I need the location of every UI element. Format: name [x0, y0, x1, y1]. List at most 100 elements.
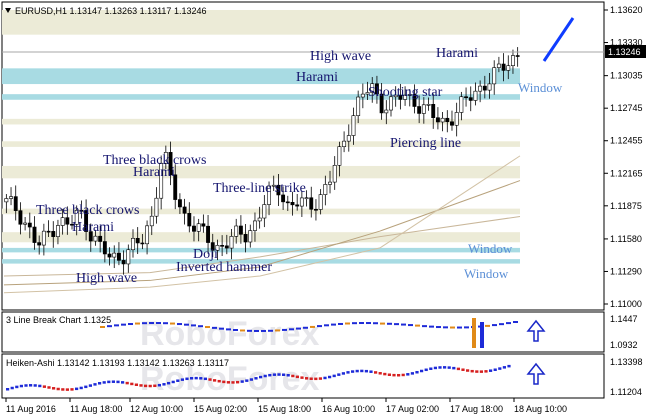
ha-up-bar: [171, 380, 175, 384]
candle-bear: [13, 196, 18, 211]
ha-down-bar: [148, 384, 152, 388]
candle-bear: [65, 217, 70, 225]
ha-down-bar: [461, 368, 465, 371]
candle-bull: [403, 94, 408, 100]
ha-down-bar: [65, 388, 69, 391]
line-break-down-brick: [100, 326, 105, 328]
heiken-ashi-label: Heiken-Ashi 1.13142 1.13193 1.13142 1.13…: [6, 358, 229, 368]
ha-up-bar: [15, 385, 19, 389]
ha-down-bar: [305, 377, 309, 380]
candle-bear: [501, 63, 506, 71]
ha-up-bar: [507, 364, 511, 368]
line-break-up-brick: [303, 326, 308, 329]
candle-bear: [135, 237, 140, 244]
symbol-header: EURUSD,H1 1.13147 1.13263 1.13117 1.1324…: [15, 6, 206, 16]
candle-bear: [210, 242, 215, 251]
ha-down-bar: [153, 384, 157, 388]
candle-bear: [238, 225, 243, 235]
line-break-up-brick: [443, 326, 448, 329]
line-break-up-brick: [359, 322, 364, 325]
collapse-triangle-icon[interactable]: [5, 8, 11, 13]
ha-down-bar: [392, 373, 396, 377]
candle-bull: [478, 85, 483, 92]
candle-bear: [276, 184, 281, 196]
pattern-label: Harami: [296, 70, 338, 85]
pattern-label: High wave: [310, 49, 371, 64]
line-break-up-brick: [464, 326, 469, 329]
line-break-down-brick: [345, 322, 350, 325]
candle-bull: [454, 112, 459, 126]
ha-up-bar: [429, 367, 433, 370]
moving-average-line: [3, 180, 521, 286]
line-break-up-brick: [142, 322, 147, 325]
candle-bear: [79, 210, 84, 212]
candle-bear: [116, 252, 121, 261]
line-break-up-brick: [429, 325, 434, 328]
ha-down-bar: [470, 369, 474, 373]
up-arrow-icon-2: [526, 362, 546, 385]
ha-down-bar: [479, 370, 483, 373]
candle-bull: [332, 165, 337, 183]
ha-up-bar: [33, 384, 37, 387]
candle-bear: [37, 242, 42, 246]
ha-down-bar: [456, 367, 460, 371]
candle-bull: [304, 197, 309, 200]
ha-up-bar: [259, 375, 263, 379]
pattern-label: Window: [464, 266, 509, 281]
x-tick-label: 16 Aug 10:00: [322, 404, 375, 414]
zone-band: [2, 94, 520, 100]
ha-up-bar: [286, 374, 290, 377]
candle-bull: [126, 249, 131, 265]
candle-bear: [46, 230, 51, 233]
ha-up-bar: [107, 380, 111, 384]
line-break-up-brick: [212, 326, 217, 329]
ha-up-bar: [38, 384, 42, 388]
ha-up-bar: [245, 379, 249, 382]
candle-bull: [356, 96, 361, 116]
zone-band: [2, 118, 520, 125]
pattern-label: Shooting star: [368, 85, 443, 100]
candle-bull: [215, 245, 220, 251]
candle-bear: [309, 197, 314, 210]
line-break-down-brick: [205, 326, 210, 329]
candle-bull: [393, 94, 398, 98]
line-break-up-brick: [387, 322, 392, 325]
ha-up-bar: [203, 377, 207, 381]
candle-bear: [70, 223, 74, 226]
ha-up-bar: [29, 384, 33, 387]
candle-bull: [74, 210, 79, 225]
line-break-up-brick: [457, 326, 462, 329]
candle-bull: [421, 104, 426, 114]
ha-up-bar: [79, 386, 83, 390]
ha-up-bar: [452, 366, 456, 370]
line-break-up-brick: [177, 323, 182, 326]
candle-bull: [407, 94, 412, 96]
pattern-label: Harami: [436, 46, 478, 61]
candle-bear: [379, 93, 384, 114]
watermark-2: RoboForex: [140, 360, 320, 398]
candle-bear: [243, 234, 248, 243]
ha-down-bar: [56, 387, 60, 391]
candle-bull: [131, 237, 135, 251]
moving-averages: [3, 155, 521, 294]
ha-up-bar: [157, 383, 161, 387]
line-break-panel: RoboForex 3 Line Break Chart 1.1325 1.14…: [1, 311, 638, 353]
candle-bull: [328, 181, 332, 185]
candle-bear: [187, 213, 192, 227]
ha-down-bar: [208, 378, 212, 381]
zone-band: [2, 259, 520, 264]
ha-down-bar: [309, 377, 313, 380]
ha-down-bar: [226, 381, 230, 384]
pattern-label: Three-line strike: [213, 181, 306, 196]
main-price-panel: EURUSD,H1 1.13147 1.13263 1.13117 1.1324…: [1, 1, 646, 311]
up-arrow-icon: [526, 319, 546, 342]
pattern-label: Harami: [72, 220, 114, 235]
line-break-down-brick: [310, 325, 315, 328]
ha-down-bar: [47, 386, 51, 389]
y-tick-label: 1.11000: [610, 299, 642, 309]
candle-bear: [515, 55, 520, 57]
ha-up-bar: [111, 380, 115, 383]
candle-bull: [360, 93, 365, 98]
candle-bull: [9, 196, 13, 199]
candle-bull: [196, 223, 201, 232]
